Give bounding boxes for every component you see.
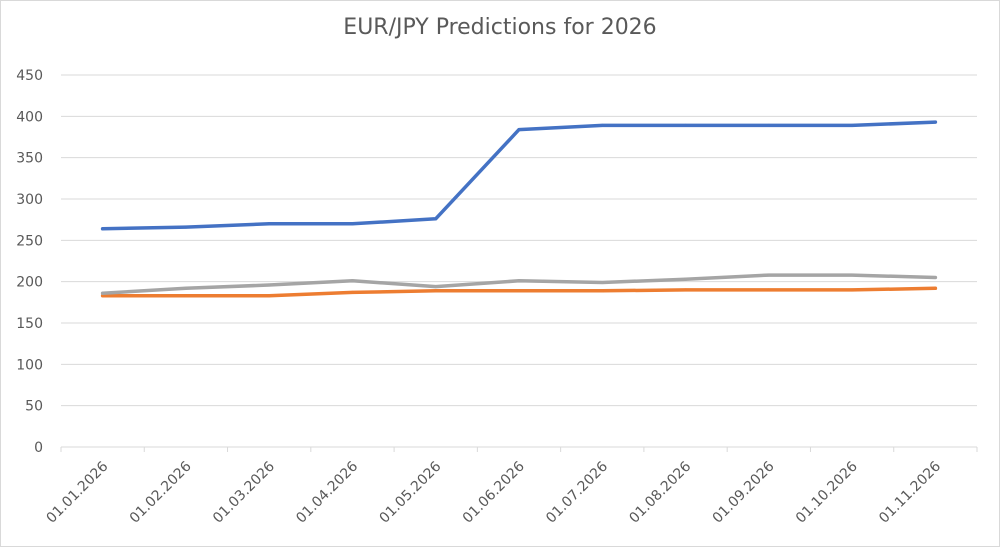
data-point <box>767 273 771 277</box>
data-point <box>517 279 521 283</box>
y-tick-label: 100 <box>16 357 43 373</box>
data-point <box>267 283 271 287</box>
y-tick-label: 150 <box>16 316 43 332</box>
series-line-1 <box>100 120 938 231</box>
y-tick-label: 450 <box>16 68 43 84</box>
x-tick-label: 01.03.2026 <box>210 458 278 526</box>
x-tick-label: 01.10.2026 <box>793 458 861 526</box>
data-point <box>933 286 937 290</box>
data-point <box>434 285 438 289</box>
data-point <box>600 280 604 284</box>
y-tick-label: 50 <box>25 399 43 415</box>
x-tick-label: 01.04.2026 <box>293 458 361 526</box>
data-point <box>350 290 354 294</box>
y-tick-label: 200 <box>16 275 43 291</box>
data-point <box>184 286 188 290</box>
y-tick-label: 400 <box>16 109 43 125</box>
data-point <box>101 227 105 231</box>
data-point <box>767 288 771 292</box>
data-point <box>101 291 105 295</box>
x-tick-label: 01.11.2026 <box>876 458 944 526</box>
data-point <box>850 288 854 292</box>
gridlines <box>61 74 977 407</box>
series-lines <box>100 120 938 298</box>
y-tick-label: 0 <box>34 440 43 456</box>
data-point <box>933 120 937 124</box>
y-tick-label: 350 <box>16 151 43 167</box>
data-point <box>184 294 188 298</box>
data-point <box>933 276 937 280</box>
y-tick-label: 300 <box>16 192 43 208</box>
x-tick-label: 01.09.2026 <box>710 458 778 526</box>
x-tick-label: 01.02.2026 <box>127 458 195 526</box>
data-point <box>434 289 438 293</box>
x-tick-label: 01.05.2026 <box>377 458 445 526</box>
x-axis <box>60 446 978 452</box>
data-point <box>684 288 688 292</box>
x-tick-label: 01.01.2026 <box>43 458 111 526</box>
data-point <box>517 289 521 293</box>
x-tick-label: 01.07.2026 <box>543 458 611 526</box>
data-point <box>350 279 354 283</box>
data-point <box>850 123 854 127</box>
data-point <box>267 294 271 298</box>
data-point <box>684 123 688 127</box>
data-point <box>267 222 271 226</box>
data-point <box>600 289 604 293</box>
y-axis-ticks: 0 50 100 150 200 250 300 350 400 450 <box>16 68 43 456</box>
x-axis-ticks: 01.01.2026 01.02.2026 01.03.2026 01.04.2026… <box>43 458 944 526</box>
data-point <box>767 123 771 127</box>
chart-title: EUR/JPY Predictions for 2026 <box>343 15 657 40</box>
data-point <box>517 128 521 132</box>
x-tick-label: 01.08.2026 <box>626 458 694 526</box>
x-tick-label: 01.06.2026 <box>460 458 528 526</box>
data-point <box>184 225 188 229</box>
data-point <box>850 273 854 277</box>
data-point <box>101 294 105 298</box>
data-point <box>600 123 604 127</box>
y-tick-label: 250 <box>16 233 43 249</box>
data-point <box>434 217 438 221</box>
data-point <box>350 222 354 226</box>
data-point <box>684 277 688 281</box>
